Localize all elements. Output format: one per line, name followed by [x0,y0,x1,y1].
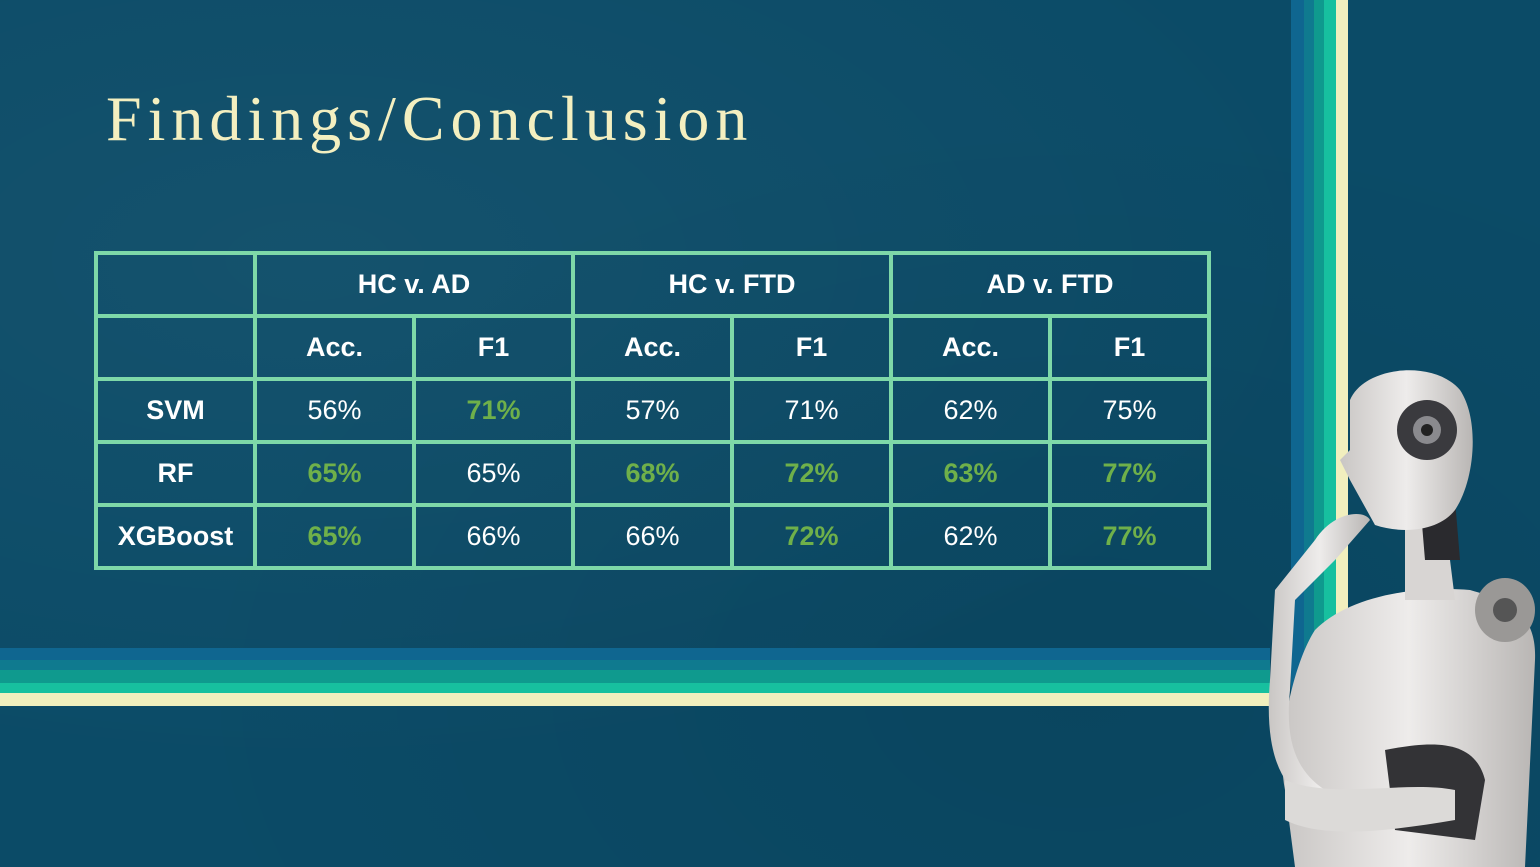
empty-cell [94,314,257,381]
score-cell: 75% [1048,377,1211,444]
score-cell: 71% [730,377,893,444]
sub-header: F1 [412,314,575,381]
sub-header: Acc. [571,314,734,381]
group-header: AD v. FTD [889,251,1211,318]
best-score-cell: 71% [412,377,575,444]
sub-header: Acc. [889,314,1052,381]
best-score-cell: 68% [571,440,734,507]
sub-header: Acc. [253,314,416,381]
sub-header-row: Acc. F1 Acc. F1 Acc. F1 [94,314,1211,381]
table-row: RF 65% 65% 68% 72% 63% 77% [94,440,1211,507]
empty-cell [94,251,257,318]
model-name-cell: SVM [94,377,257,444]
group-header: HC v. FTD [571,251,893,318]
best-score-cell: 77% [1048,440,1211,507]
slide-title: Findings/Conclusion [106,83,754,154]
sub-header: F1 [730,314,893,381]
results-table: HC v. AD HC v. FTD AD v. FTD Acc. F1 Acc… [94,251,1211,570]
group-header-row: HC v. AD HC v. FTD AD v. FTD [94,251,1211,318]
robot-image [1268,370,1536,867]
score-cell: 66% [412,503,575,570]
best-score-cell: 65% [253,440,416,507]
score-cell: 62% [889,377,1052,444]
sub-header: F1 [1048,314,1211,381]
score-cell: 66% [571,503,734,570]
score-cell: 57% [571,377,734,444]
best-score-cell: 77% [1048,503,1211,570]
table-row: XGBoost 65% 66% 66% 72% 62% 77% [94,503,1211,570]
best-score-cell: 63% [889,440,1052,507]
group-header: HC v. AD [253,251,575,318]
best-score-cell: 65% [253,503,416,570]
model-name-cell: XGBoost [94,503,257,570]
score-cell: 56% [253,377,416,444]
score-cell: 65% [412,440,575,507]
table-row: SVM 56% 71% 57% 71% 62% 75% [94,377,1211,444]
best-score-cell: 72% [730,440,893,507]
model-name-cell: RF [94,440,257,507]
best-score-cell: 72% [730,503,893,570]
score-cell: 62% [889,503,1052,570]
